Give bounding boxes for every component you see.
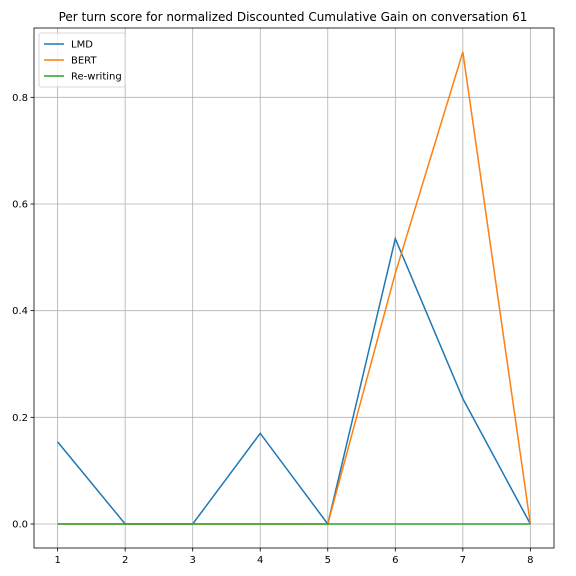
y-tick-label: 0.0 (12, 520, 28, 531)
legend: LMD BERT Re-writing (38, 32, 126, 88)
x-tick-label: 8 (527, 555, 533, 566)
series-line-lmd (57, 236, 532, 526)
x-tick-label: 3 (190, 555, 196, 566)
legend-box (38, 32, 126, 88)
y-tick-label: 0.4 (12, 306, 28, 317)
grid-lines (34, 28, 554, 548)
legend-label-lmd: LMD (71, 40, 93, 51)
x-tick-label: 1 (54, 555, 60, 566)
legend-label-bert: BERT (71, 56, 97, 67)
series-line-bert (57, 51, 532, 525)
y-tick-label: 0.8 (12, 93, 28, 104)
x-tick-label: 2 (122, 555, 128, 566)
legend-label-re-writing: Re-writing (71, 72, 122, 83)
y-tick-label: 0.2 (12, 413, 28, 424)
x-tick-label: 7 (460, 555, 466, 566)
y-tick-label: 0.6 (12, 200, 28, 211)
chart-title: Per turn score for normalized Discounted… (59, 10, 528, 24)
x-tick-label: 5 (325, 555, 331, 566)
x-tick-label: 6 (392, 555, 398, 566)
x-tick-label: 4 (257, 555, 263, 566)
plot-area-frame (33, 27, 555, 549)
axis-ticks: 1 2 3 4 5 6 7 8 0.0 0.2 0.4 0.6 0.8 (12, 93, 533, 566)
series-lines (57, 51, 532, 526)
